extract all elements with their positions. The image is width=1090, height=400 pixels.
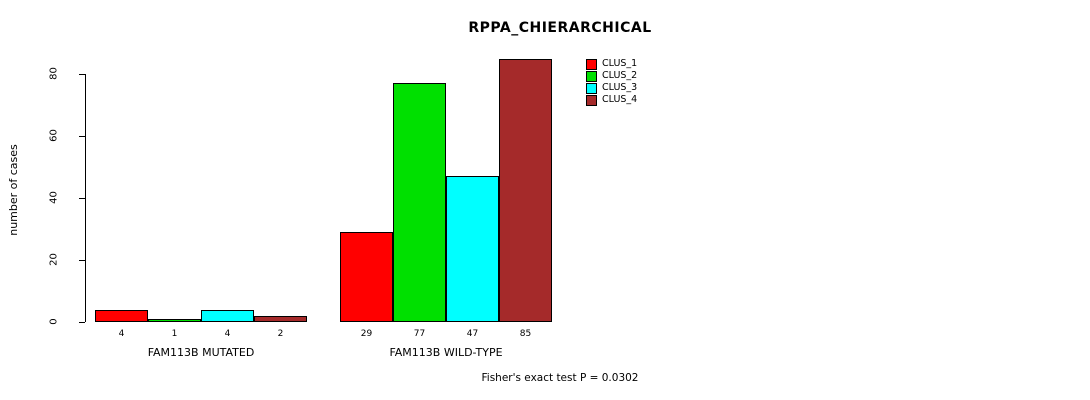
bar <box>201 309 254 322</box>
y-axis-tick-label: 0 <box>48 318 60 325</box>
legend-color-swatch <box>586 94 597 106</box>
legend: CLUS_1 CLUS_2 CLUS_3 CLUS_4 <box>586 58 637 106</box>
y-axis-tick <box>79 135 85 137</box>
bar <box>446 176 499 322</box>
bar-value-label: 29 <box>360 329 373 339</box>
legend-label: CLUS_2 <box>602 70 638 81</box>
bar <box>499 58 552 322</box>
y-axis-tick-label: 80 <box>48 67 60 80</box>
y-axis-tick <box>79 73 85 75</box>
chart-title: RPPA_CHIERARCHICAL <box>468 20 652 36</box>
y-axis-tick <box>79 321 85 323</box>
bar <box>95 309 148 322</box>
legend-label: CLUS_4 <box>602 94 638 105</box>
y-axis-tick <box>79 259 85 261</box>
bar-value-label: 77 <box>413 329 426 339</box>
legend-label: CLUS_3 <box>602 82 638 93</box>
category-label: FAM113B MUTATED <box>147 346 255 359</box>
legend-item: CLUS_1 <box>586 58 637 70</box>
legend-item: CLUS_3 <box>586 82 637 94</box>
category-label: FAM113B WILD-TYPE <box>389 346 503 359</box>
y-axis-tick-label: 20 <box>48 253 60 266</box>
legend-color-swatch <box>586 70 597 82</box>
y-axis-label: number of cases <box>7 144 20 236</box>
bar-value-label: 85 <box>519 329 532 339</box>
legend-item: CLUS_2 <box>586 70 637 82</box>
y-axis-tick <box>79 197 85 199</box>
bar-value-label: 2 <box>277 329 284 339</box>
bar-value-label: 47 <box>466 329 479 339</box>
bar-value-label: 1 <box>171 329 178 339</box>
bar-value-label: 4 <box>118 329 125 339</box>
legend-color-swatch <box>586 82 597 94</box>
legend-item: CLUS_4 <box>586 94 637 106</box>
y-axis-tick-label: 60 <box>48 129 60 142</box>
bar <box>148 318 201 322</box>
bar <box>254 315 307 322</box>
bar-value-label: 4 <box>224 329 231 339</box>
y-axis-line <box>85 74 86 322</box>
annotation-text: Fisher's exact test P = 0.0302 <box>481 372 639 384</box>
bar <box>340 232 393 322</box>
bar <box>393 83 446 322</box>
legend-color-swatch <box>586 58 597 70</box>
legend-label: CLUS_1 <box>602 58 638 69</box>
y-axis-tick-label: 40 <box>48 191 60 204</box>
